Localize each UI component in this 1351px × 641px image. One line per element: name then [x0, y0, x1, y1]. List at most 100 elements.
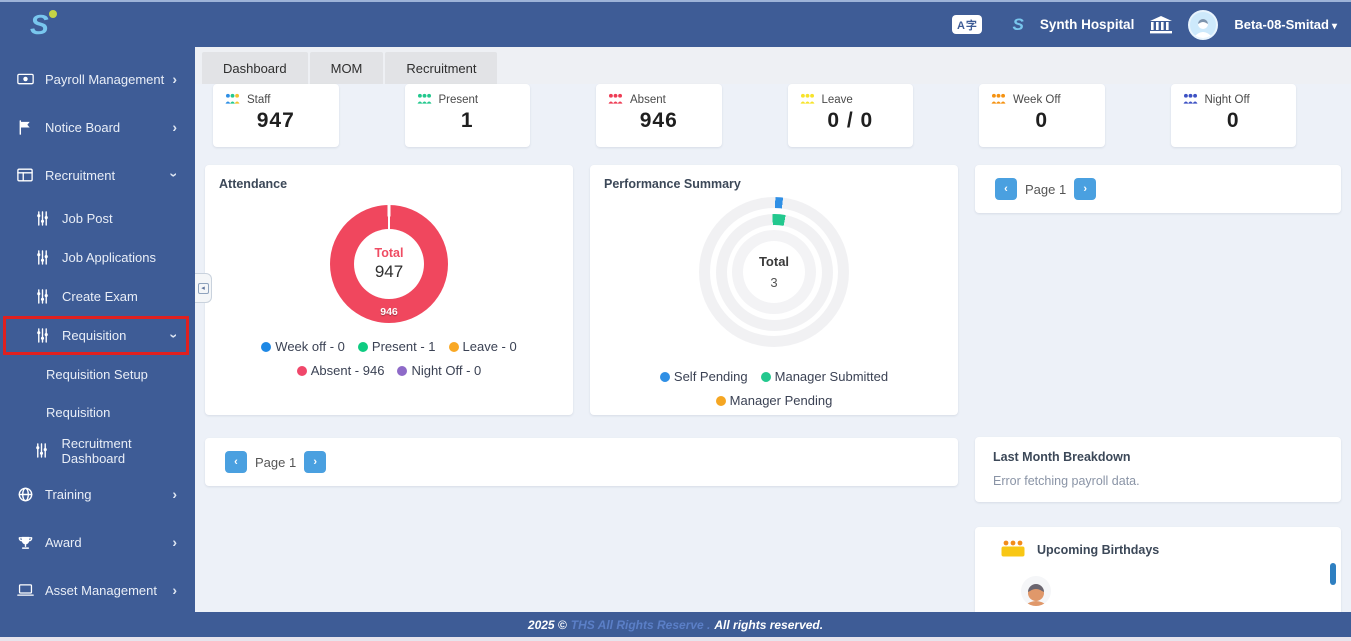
legend-label: Week off - 0: [275, 339, 345, 354]
last-month-breakdown-card: Last Month Breakdown Error fetching payr…: [975, 437, 1341, 502]
tab-dashboard[interactable]: Dashboard: [202, 52, 308, 84]
sidebar-item-label: Job Post: [62, 211, 113, 226]
legend-label: Manager Submitted: [774, 369, 889, 384]
attendance-total-value: 947: [374, 262, 404, 281]
sidebar-item-job-applications[interactable]: Job Applications: [0, 238, 195, 277]
legend-item-absent-946[interactable]: Absent - 946: [296, 363, 385, 378]
sidebar-item-label: Requisition: [62, 328, 127, 343]
right-pagination-card: ‹ Page 1 ›: [975, 165, 1341, 213]
sidebar-item-job-post[interactable]: Job Post: [0, 199, 195, 238]
legend-item-week-off-0[interactable]: Week off - 0: [261, 339, 345, 354]
attendance-total-label: Total: [374, 246, 404, 260]
people-icon: [417, 92, 432, 107]
legend-item-manager-submitted[interactable]: Manager Submitted: [760, 369, 889, 384]
performance-card: Performance Summary Total 3 Self Pending…: [590, 165, 958, 415]
legend-label: Absent - 946: [310, 363, 385, 378]
stat-label: Leave: [821, 93, 853, 106]
translate-icon[interactable]: A字: [952, 15, 983, 34]
stat-value: 946: [639, 109, 678, 132]
stat-label: Absent: [630, 93, 666, 106]
sidebar-item-recruitment-dashboard[interactable]: Recruitment Dashboard: [0, 431, 195, 470]
stat-value: 1: [460, 109, 474, 132]
page-indicator: Page 1: [1025, 181, 1067, 197]
stat-value: 0: [1226, 109, 1240, 132]
legend-item-present-1[interactable]: Present - 1: [357, 339, 436, 354]
stat-label: Night Off: [1204, 93, 1250, 106]
birthday-group-icon: [1001, 540, 1025, 560]
sidebar-item-notice-board[interactable]: Notice Board ›: [0, 103, 195, 151]
sliders-icon: [33, 211, 51, 226]
flag-icon: [16, 119, 34, 135]
performance-total-value: 3: [770, 275, 778, 290]
sidebar-item-label: Asset Management: [45, 582, 158, 598]
sidebar-item-asset-management[interactable]: Asset Management ›: [0, 566, 195, 612]
sidebar-item-payroll-management[interactable]: Payroll Management ›: [0, 55, 195, 103]
sidebar-item-award[interactable]: Award ›: [0, 518, 195, 566]
sliders-icon: [33, 289, 51, 304]
stat-card-present: Present 1: [404, 84, 530, 147]
globe-icon: [16, 487, 34, 502]
performance-total-label: Total: [758, 254, 790, 269]
sidebar-item-recruitment[interactable]: Recruitment ›: [0, 151, 195, 199]
legend-item-self-pending[interactable]: Self Pending: [659, 369, 748, 384]
sidebar-item-requisition[interactable]: Requisition: [0, 393, 195, 431]
stat-value: 0 / 0: [827, 109, 874, 132]
legend-item-manager-pending[interactable]: Manager Pending: [715, 393, 832, 408]
stat-value: 947: [256, 109, 295, 132]
chevron-right-icon: ›: [172, 582, 177, 598]
sidebar-item-requisition[interactable]: Requisition ›: [0, 316, 195, 355]
footer-year: 2025 ©: [527, 617, 567, 632]
legend-dot-icon: [357, 341, 368, 352]
stat-label: Staff: [247, 93, 271, 106]
tab-recruitment[interactable]: Recruitment: [385, 52, 498, 84]
logo-dot-icon: [48, 9, 57, 18]
user-avatar[interactable]: [1188, 9, 1219, 40]
stat-card-absent: Absent 946: [596, 84, 722, 147]
attendance-card: Attendance Total 947 946 Week off - 0 Pre…: [205, 165, 573, 415]
stat-card-leave: Leave 0 / 0: [787, 84, 913, 147]
chevron-right-icon: ›: [172, 534, 177, 550]
people-icon: [608, 92, 623, 107]
people-icon: [225, 92, 240, 107]
sidebar-item-create-exam[interactable]: Create Exam: [0, 277, 195, 316]
window-icon: [16, 168, 34, 182]
sidebar-item-requisition-setup[interactable]: Requisition Setup: [0, 355, 195, 393]
people-icon: [991, 92, 1006, 107]
stat-label: Present: [438, 93, 479, 106]
legend-label: Self Pending: [673, 369, 748, 384]
prev-page-button[interactable]: ‹: [995, 178, 1017, 200]
prev-page-button[interactable]: ‹: [225, 451, 247, 473]
next-page-button[interactable]: ›: [1074, 178, 1097, 200]
next-page-button[interactable]: ›: [304, 451, 327, 473]
institution-icon[interactable]: [1150, 15, 1173, 34]
attendance-donut-chart: Total 947 946: [330, 205, 448, 323]
stat-label: Week Off: [1013, 93, 1061, 106]
money-icon: [16, 72, 34, 86]
user-menu[interactable]: Beta-08-Smitad ▾: [1234, 17, 1337, 32]
performance-legend: Self Pending Manager Submitted Manager Pen…: [604, 369, 944, 408]
hospital-name: Synth Hospital: [1039, 17, 1135, 32]
page-indicator: Page 1: [255, 454, 297, 470]
payroll-error-message: Error fetching payroll data.: [993, 474, 1140, 488]
sidebar-item-label: Notice Board: [45, 119, 121, 135]
last-month-title: Last Month Breakdown: [993, 450, 1131, 464]
sidebar-item-training[interactable]: Training ›: [0, 470, 195, 518]
sidebar-item-label: Training: [45, 486, 92, 502]
footer-link[interactable]: THS All Rights Reserve .: [570, 617, 711, 632]
legend-item-night-off-0[interactable]: Night Off - 0: [397, 363, 481, 378]
app-logo[interactable]: S: [0, 9, 195, 41]
stat-card-night-off: Night Off 0: [1170, 84, 1296, 147]
sidebar-item-label: Recruitment Dashboard: [61, 435, 132, 466]
birthdays-title: Upcoming Birthdays: [1037, 543, 1160, 557]
tab-mom[interactable]: MOM: [309, 52, 384, 84]
legend-label: Night Off - 0: [411, 363, 482, 378]
footer-rights: All rights reserved.: [714, 617, 824, 632]
laptop-icon: [16, 583, 34, 597]
scrollbar-thumb[interactable]: [1330, 563, 1336, 585]
sidebar-item-label: Requisition Setup: [46, 366, 148, 382]
legend-item-leave-0[interactable]: Leave - 0: [448, 339, 517, 354]
chevron-down-icon: ▾: [1331, 21, 1337, 32]
sidebar-collapse-button[interactable]: ◂: [195, 273, 212, 303]
chevron-down-icon: ›: [166, 172, 183, 178]
performance-radial-chart: Total 3: [699, 197, 849, 347]
